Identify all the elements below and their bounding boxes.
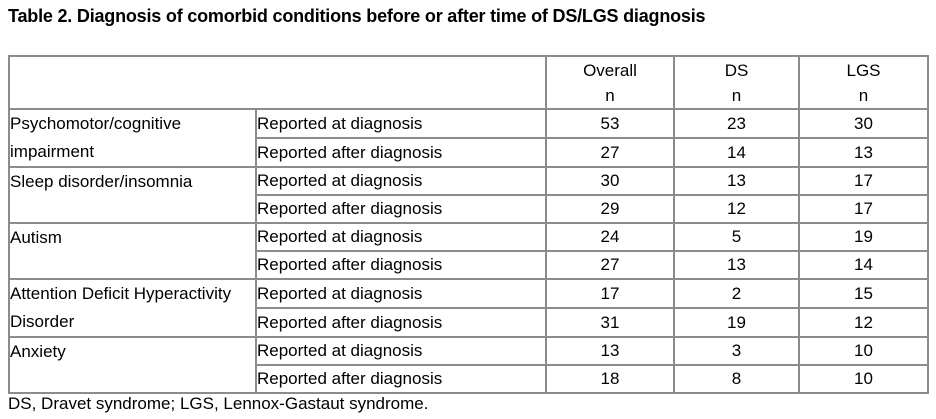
column-header-sub: n [858, 85, 869, 105]
column-header-sub: n [731, 85, 742, 105]
value-cell-ds: 8 [673, 364, 800, 394]
table-row: Reported after diagnosis 27 13 14 [9, 250, 929, 280]
value-cell-overall: 27 [545, 137, 675, 168]
value-cell-lgs: 19 [798, 222, 929, 252]
table-row: Attention Deficit Hyperactivity Disorder… [8, 278, 929, 338]
value-cell-overall: 24 [545, 222, 675, 252]
timing-cell: Reported after diagnosis [255, 194, 547, 224]
value-cell-lgs: 14 [798, 250, 929, 280]
condition-cell: Attention Deficit Hyperactivity Disorder [8, 278, 257, 338]
header-empty-cell [8, 55, 547, 110]
table-row: Sleep disorder/insomnia Reported at diag… [8, 166, 929, 224]
value-cell-ds: 13 [673, 250, 800, 280]
timing-cell: Reported at diagnosis [255, 108, 547, 139]
column-header-lgs: LGS n [798, 55, 929, 110]
table-row: Reported after diagnosis 27 14 13 [9, 137, 929, 168]
value-cell-overall: 18 [545, 364, 675, 394]
value-cell-overall: 29 [545, 194, 675, 224]
timing-cell: Reported after diagnosis [255, 137, 547, 168]
value-cell-ds: 14 [673, 137, 800, 168]
value-cell-lgs: 17 [798, 166, 929, 196]
timing-cell: Reported after diagnosis [255, 250, 547, 280]
timing-cell: Reported at diagnosis [255, 336, 547, 366]
timing-cell: Reported at diagnosis [255, 166, 547, 196]
table-row: Anxiety Reported at diagnosis 13 3 10 [8, 336, 929, 394]
value-cell-lgs: 10 [798, 336, 929, 366]
value-cell-ds: 5 [673, 222, 800, 252]
table-title: Table 2. Diagnosis of comorbid condition… [8, 6, 706, 26]
table-row: Reported after diagnosis 29 12 17 [9, 194, 929, 224]
value-cell-overall: 13 [545, 336, 675, 366]
value-cell-lgs: 30 [798, 108, 929, 139]
condition-cell: Autism [8, 222, 257, 280]
value-cell-overall: 31 [545, 307, 675, 338]
condition-cell: Sleep disorder/insomnia [8, 166, 257, 224]
value-cell-lgs: 10 [798, 364, 929, 394]
value-cell-ds: 23 [673, 108, 800, 139]
column-header-label: Overall [583, 60, 637, 80]
timing-cell: Reported after diagnosis [255, 364, 547, 394]
column-header-ds: DS n [673, 55, 800, 110]
condition-cell: Anxiety [8, 336, 257, 394]
comorbidity-table: Overall n DS n LGS n Psychomotor/cogniti… [8, 55, 929, 394]
value-cell-ds: 19 [673, 307, 800, 338]
column-header-sub: n [605, 85, 615, 105]
value-cell-ds: 2 [673, 278, 800, 309]
value-cell-lgs: 17 [798, 194, 929, 224]
value-cell-lgs: 13 [798, 137, 929, 168]
value-cell-ds: 3 [673, 336, 800, 366]
timing-cell: Reported at diagnosis [255, 278, 547, 309]
table-row: Reported after diagnosis 31 19 12 [9, 307, 929, 338]
value-cell-lgs: 15 [798, 278, 929, 309]
value-cell-overall: 17 [545, 278, 675, 309]
column-header-label: DS [724, 60, 749, 80]
value-cell-lgs: 12 [798, 307, 929, 338]
value-cell-ds: 13 [673, 166, 800, 196]
timing-cell: Reported at diagnosis [255, 222, 547, 252]
value-cell-overall: 30 [545, 166, 675, 196]
column-header-label: LGS [846, 60, 881, 80]
table-row: Reported after diagnosis 18 8 10 [9, 364, 929, 394]
table-row: Autism Reported at diagnosis 24 5 19 [8, 222, 929, 280]
value-cell-overall: 53 [545, 108, 675, 139]
table-row: Psychomotor/cognitive impairment Reporte… [8, 108, 929, 168]
timing-cell: Reported after diagnosis [255, 307, 547, 338]
value-cell-ds: 12 [673, 194, 800, 224]
column-header-overall: Overall n [545, 55, 675, 110]
table-footnote: DS, Dravet syndrome; LGS, Lennox-Gastaut… [8, 394, 429, 413]
header-row: Overall n DS n LGS n [8, 55, 929, 110]
condition-cell: Psychomotor/cognitive impairment [8, 108, 257, 168]
value-cell-overall: 27 [545, 250, 675, 280]
